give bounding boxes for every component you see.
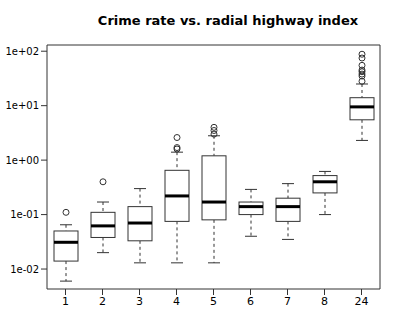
svg-text:7: 7: [284, 295, 291, 308]
svg-text:24: 24: [355, 295, 369, 308]
svg-text:6: 6: [247, 295, 254, 308]
svg-text:1: 1: [62, 295, 69, 308]
svg-text:5: 5: [210, 295, 217, 308]
svg-text:1e-02: 1e-02: [10, 264, 39, 275]
svg-text:4: 4: [173, 295, 180, 308]
svg-text:1e+01: 1e+01: [8, 100, 39, 111]
html-text:Crime rate vs. radial highway: Crime rate vs. radial highway index: [97, 13, 359, 28]
svg-text:1e+02: 1e+02: [8, 46, 39, 57]
svg-text:1e+00: 1e+00: [8, 155, 39, 166]
svg-text:2: 2: [99, 295, 106, 308]
svg-text:8: 8: [321, 295, 328, 308]
svg-text:3: 3: [136, 295, 143, 308]
svg-text:1e-01: 1e-01: [10, 209, 39, 220]
